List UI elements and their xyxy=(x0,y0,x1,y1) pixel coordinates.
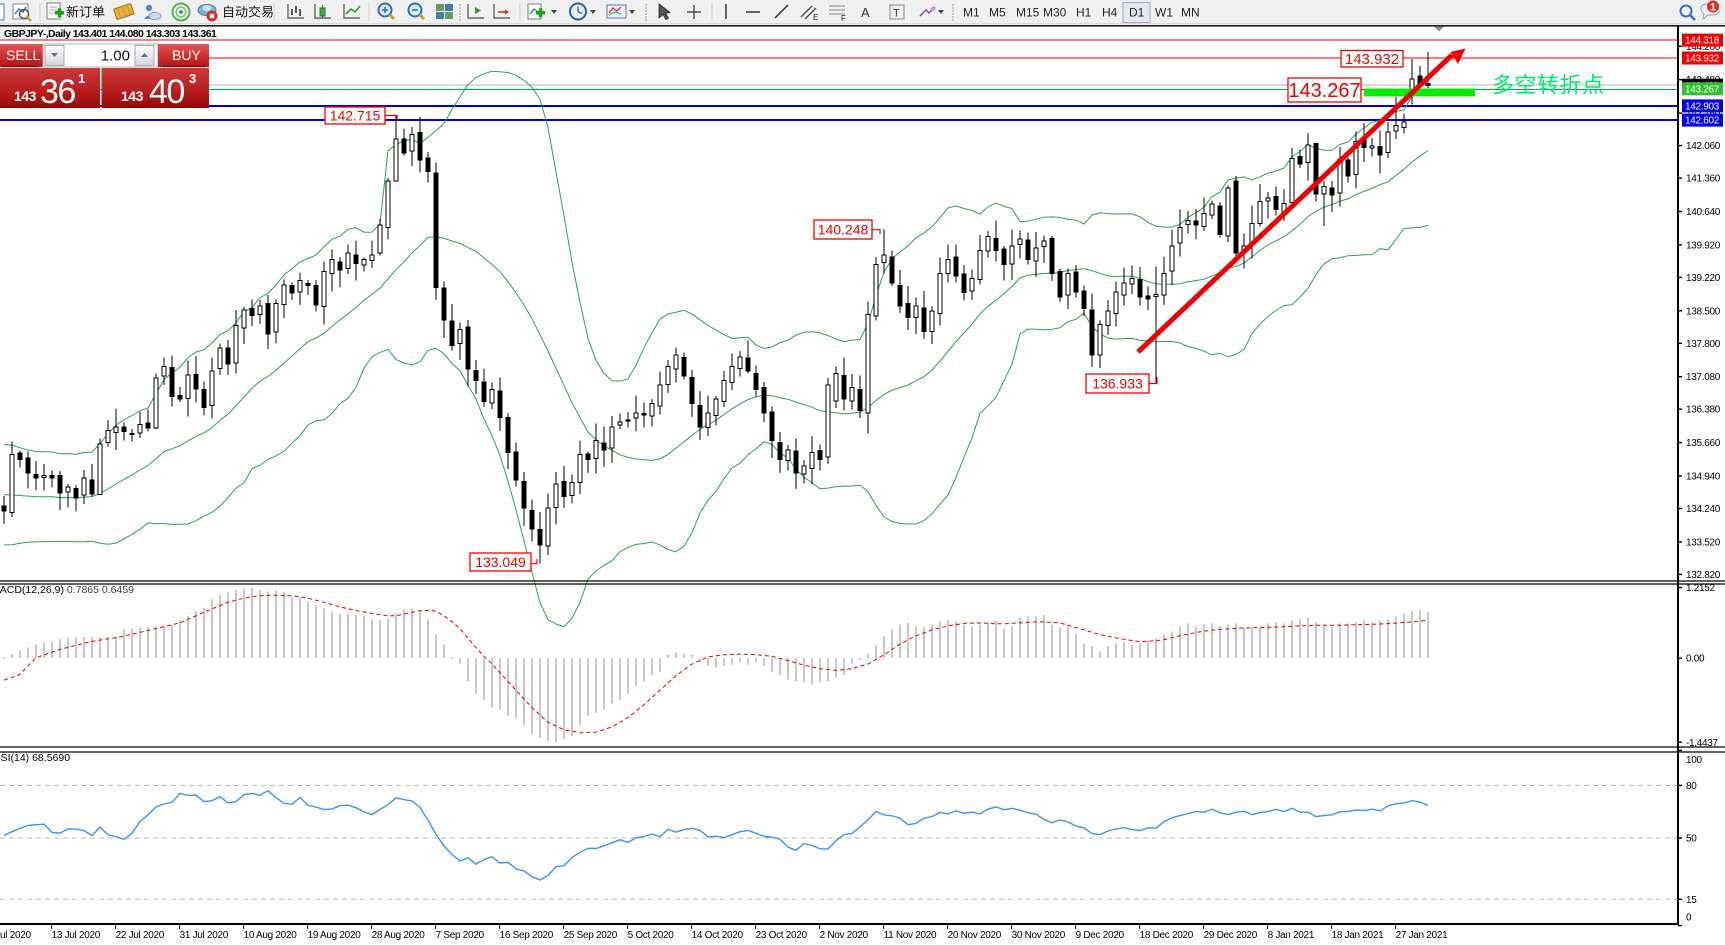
svg-text:18 Jan 2021: 18 Jan 2021 xyxy=(1332,930,1384,941)
svg-text:143: 143 xyxy=(14,88,37,104)
svg-text:MACD(12,26,9) 0.7865 0.6459: MACD(12,26,9) 0.7865 0.6459 xyxy=(0,584,134,596)
svg-text:40: 40 xyxy=(149,73,184,111)
svg-text:15: 15 xyxy=(1686,895,1697,906)
svg-text:139.220: 139.220 xyxy=(1686,273,1721,284)
svg-text:22 Jul 2020: 22 Jul 2020 xyxy=(116,930,165,941)
svg-text:E: E xyxy=(813,13,818,22)
svg-text:36: 36 xyxy=(40,73,75,111)
svg-text:143.932: 143.932 xyxy=(1345,51,1399,68)
svg-text:14 Oct 2020: 14 Oct 2020 xyxy=(692,930,744,941)
svg-text:10 Aug 2020: 10 Aug 2020 xyxy=(244,930,298,941)
svg-text:143: 143 xyxy=(121,88,144,104)
svg-text:16 Sep 2020: 16 Sep 2020 xyxy=(500,930,554,941)
svg-text:23 Oct 2020: 23 Oct 2020 xyxy=(756,930,808,941)
svg-text:H1: H1 xyxy=(1076,6,1092,20)
svg-text:D1: D1 xyxy=(1129,6,1145,20)
svg-text:143.932: 143.932 xyxy=(1685,54,1720,65)
svg-text:1: 1 xyxy=(1710,2,1716,14)
svg-text:140.640: 140.640 xyxy=(1686,207,1721,218)
svg-text:MN: MN xyxy=(1181,6,1200,20)
svg-text:T: T xyxy=(893,8,900,20)
svg-text:31 Jul 2020: 31 Jul 2020 xyxy=(180,930,229,941)
svg-text:100: 100 xyxy=(1686,755,1703,766)
svg-text:27 Jan 2021: 27 Jan 2021 xyxy=(1396,930,1448,941)
svg-text:GBPJPY-,Daily 143.401 144.080: GBPJPY-,Daily 143.401 144.080 143.303 14… xyxy=(4,28,217,40)
svg-text:134.240: 134.240 xyxy=(1686,504,1721,515)
svg-text:144.200: 144.200 xyxy=(1686,42,1721,53)
svg-text:M15: M15 xyxy=(1016,6,1040,20)
svg-text:137.800: 137.800 xyxy=(1686,339,1721,350)
svg-text:142.602: 142.602 xyxy=(1685,116,1720,127)
svg-text:1: 1 xyxy=(78,71,85,86)
svg-text:28 Aug 2020: 28 Aug 2020 xyxy=(372,930,426,941)
svg-text:30 Nov 2020: 30 Nov 2020 xyxy=(1012,930,1066,941)
svg-text:143.267: 143.267 xyxy=(1685,84,1720,95)
svg-text:139.920: 139.920 xyxy=(1686,240,1721,251)
svg-text:142.715: 142.715 xyxy=(330,108,381,124)
svg-text:18 Dec 2020: 18 Dec 2020 xyxy=(1140,930,1194,941)
svg-text:11 Nov 2020: 11 Nov 2020 xyxy=(884,930,937,941)
svg-text:2 Nov 2020: 2 Nov 2020 xyxy=(820,930,869,941)
svg-text:134.940: 134.940 xyxy=(1686,472,1721,483)
svg-text:1.2152: 1.2152 xyxy=(1686,583,1716,594)
svg-text:20 Nov 2020: 20 Nov 2020 xyxy=(948,930,1002,941)
svg-text:F: F xyxy=(841,14,846,23)
svg-text:133.520: 133.520 xyxy=(1686,537,1721,548)
svg-text:142.903: 142.903 xyxy=(1685,102,1720,113)
svg-text:M1: M1 xyxy=(963,6,980,20)
svg-text:136.933: 136.933 xyxy=(1092,376,1143,392)
svg-text:143.267: 143.267 xyxy=(1288,80,1360,102)
svg-text:142.060: 142.060 xyxy=(1686,141,1721,152)
svg-text:141.360: 141.360 xyxy=(1686,174,1721,185)
svg-text:RSI(14) 68.5690: RSI(14) 68.5690 xyxy=(0,752,70,764)
svg-text:H4: H4 xyxy=(1102,6,1118,20)
svg-text:135.660: 135.660 xyxy=(1686,438,1721,449)
svg-text:7 Sep 2020: 7 Sep 2020 xyxy=(436,930,485,941)
svg-text:3: 3 xyxy=(189,71,196,86)
svg-text:50: 50 xyxy=(1686,834,1697,845)
svg-text:144.318: 144.318 xyxy=(1685,36,1720,47)
svg-text:BUY: BUY xyxy=(172,47,201,63)
svg-text:3 Jul 2020: 3 Jul 2020 xyxy=(0,930,31,941)
svg-text:138.500: 138.500 xyxy=(1686,306,1721,317)
svg-text:-1.4437: -1.4437 xyxy=(1686,738,1719,749)
svg-text:0: 0 xyxy=(1686,912,1692,923)
svg-text:136.380: 136.380 xyxy=(1686,405,1721,416)
svg-text:1.00: 1.00 xyxy=(101,48,130,65)
svg-text:13 Jul 2020: 13 Jul 2020 xyxy=(52,930,101,941)
svg-text:8 Jan 2021: 8 Jan 2021 xyxy=(1268,930,1315,941)
svg-text:132.820: 132.820 xyxy=(1686,570,1721,581)
svg-text:A: A xyxy=(861,5,870,20)
svg-text:SELL: SELL xyxy=(6,47,40,63)
svg-text:137.080: 137.080 xyxy=(1686,372,1721,383)
svg-text:M5: M5 xyxy=(989,6,1006,20)
svg-text:0.00: 0.00 xyxy=(1686,654,1705,665)
svg-text:140.248: 140.248 xyxy=(818,222,869,238)
svg-text:80: 80 xyxy=(1686,781,1697,792)
svg-text:19 Aug 2020: 19 Aug 2020 xyxy=(308,930,362,941)
svg-text:29 Dec 2020: 29 Dec 2020 xyxy=(1204,930,1258,941)
svg-text:M30: M30 xyxy=(1043,6,1067,20)
svg-text:5 Oct 2020: 5 Oct 2020 xyxy=(628,930,675,941)
svg-text:25 Sep 2020: 25 Sep 2020 xyxy=(564,930,618,941)
svg-text:9 Dec 2020: 9 Dec 2020 xyxy=(1076,930,1125,941)
svg-text:133.049: 133.049 xyxy=(475,554,526,570)
svg-text:W1: W1 xyxy=(1155,6,1173,20)
